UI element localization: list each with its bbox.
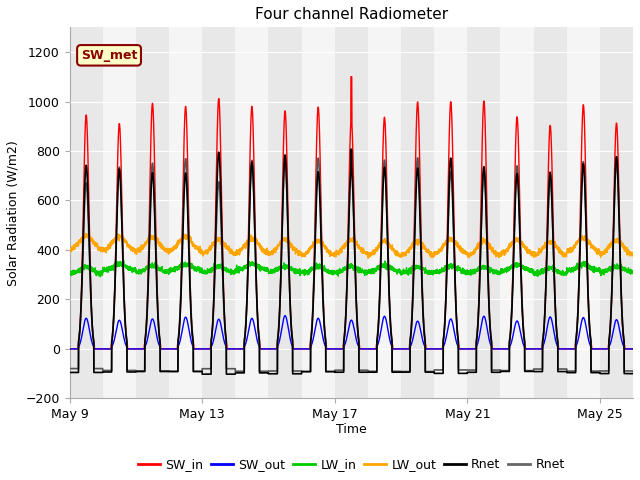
Bar [401,27,434,398]
Bar [434,27,467,398]
Y-axis label: Solar Radiation (W/m2): Solar Radiation (W/m2) [7,140,20,286]
Title: Four channel Radiometer: Four channel Radiometer [255,7,448,22]
Bar [467,27,500,398]
Bar [600,27,633,398]
Bar [169,27,202,398]
X-axis label: Time: Time [336,422,367,435]
Bar [368,27,401,398]
Bar [301,27,335,398]
Bar [534,27,567,398]
Bar [236,27,268,398]
Bar [268,27,301,398]
Bar [202,27,236,398]
Bar [70,27,103,398]
Bar [335,27,368,398]
Bar [103,27,136,398]
Text: SW_met: SW_met [81,49,137,62]
Bar [500,27,534,398]
Legend: SW_in, SW_out, LW_in, LW_out, Rnet, Rnet: SW_in, SW_out, LW_in, LW_out, Rnet, Rnet [133,453,570,476]
Bar [567,27,600,398]
Bar [136,27,169,398]
